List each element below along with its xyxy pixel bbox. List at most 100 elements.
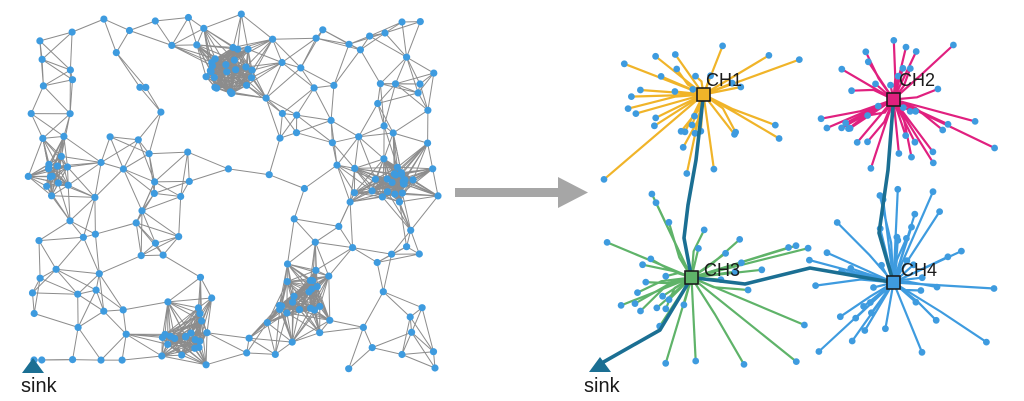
mesh-link — [82, 237, 100, 274]
cluster-link — [655, 202, 693, 278]
sensor-node — [744, 286, 752, 294]
sensor-node — [662, 272, 670, 280]
sensor-node — [196, 337, 204, 345]
mesh-link — [338, 226, 354, 248]
mesh-link — [129, 20, 156, 31]
sensor-node — [359, 323, 367, 331]
mesh-link — [95, 289, 105, 312]
mesh-link — [354, 158, 385, 169]
sensor-node — [895, 150, 903, 157]
sensor-node — [184, 148, 192, 156]
mesh-link — [95, 222, 137, 235]
backbone-link — [877, 97, 896, 285]
mesh-link — [141, 196, 181, 212]
sensor-node — [388, 178, 396, 186]
sensor-node — [657, 73, 665, 80]
sensor-node — [679, 143, 687, 151]
mesh-link — [115, 52, 141, 88]
sensor-node — [202, 361, 210, 369]
mesh-link — [196, 44, 211, 71]
sensor-node — [97, 356, 105, 364]
backbone-link — [598, 275, 694, 366]
mesh-link — [336, 164, 376, 180]
sensor-node — [637, 86, 644, 94]
mesh-link — [162, 236, 180, 256]
mesh-link — [42, 113, 71, 139]
cluster-member-nodes — [600, 37, 998, 368]
mesh-link — [409, 316, 434, 352]
sensor-node — [792, 242, 800, 250]
sensor-node — [345, 365, 353, 373]
mesh-link — [57, 156, 62, 184]
sensor-node — [929, 159, 937, 167]
mesh-link — [110, 136, 139, 141]
mesh-link — [94, 197, 96, 235]
mesh-link — [406, 57, 419, 94]
sensor-node — [203, 329, 211, 337]
sensor-node — [398, 189, 406, 197]
mesh-link — [296, 87, 315, 116]
mesh-link — [251, 69, 267, 99]
sensor-node — [366, 32, 374, 40]
mesh-link — [100, 333, 127, 361]
mesh-link — [171, 44, 197, 46]
cluster-link — [893, 281, 995, 290]
sensor-node — [617, 302, 625, 309]
sensor-node — [312, 266, 320, 274]
sensor-node — [848, 337, 856, 345]
sensor-node — [637, 307, 644, 315]
sensor-node — [653, 304, 661, 312]
sensor-node — [406, 313, 414, 321]
sensor-node — [936, 208, 943, 216]
sensor-node — [307, 304, 315, 312]
mesh-link — [32, 268, 57, 294]
sensor-node — [290, 215, 298, 223]
mesh-link — [137, 111, 162, 141]
sensor-node — [374, 99, 382, 108]
mesh-link — [226, 47, 234, 72]
sensor-node — [899, 64, 907, 72]
sensor-node — [692, 357, 700, 365]
mesh-link — [358, 132, 394, 138]
sensor-node — [278, 109, 286, 118]
sensor-node — [245, 334, 253, 342]
mesh-link — [338, 192, 355, 227]
sensor-node — [707, 72, 714, 80]
mesh-link — [287, 280, 311, 283]
mesh-link — [123, 153, 150, 170]
sensor-node — [91, 193, 99, 201]
sensor-node — [247, 74, 256, 82]
sensor-node — [785, 244, 792, 251]
sensor-node — [691, 129, 699, 137]
sensor-node — [639, 261, 646, 269]
mesh-link — [95, 289, 124, 311]
mesh-link — [282, 87, 315, 114]
mesh-link — [100, 139, 139, 163]
mesh-link — [401, 354, 436, 369]
sensor-node — [168, 41, 176, 50]
mesh-link — [265, 97, 297, 116]
sensor-node — [398, 170, 406, 178]
mesh-link — [382, 254, 393, 292]
sensor-node — [662, 305, 670, 313]
mesh-link — [77, 310, 105, 328]
right-cluster-panel: CH1 CH2 CH3 CH4 sink — [584, 37, 998, 397]
sensor-node — [137, 252, 145, 260]
sensor-node — [929, 188, 937, 196]
sensor-node — [316, 302, 324, 311]
sensor-node — [908, 153, 915, 161]
sensor-node — [719, 42, 726, 50]
sensor-node — [132, 219, 140, 227]
cluster-link — [892, 191, 935, 283]
sensor-node — [775, 135, 783, 142]
cluster-link — [690, 276, 745, 365]
sensor-node — [327, 116, 335, 124]
mesh-link — [352, 247, 378, 263]
cluster-link — [839, 281, 895, 318]
mesh-link — [43, 69, 71, 87]
mesh-link — [125, 333, 163, 357]
mesh-link — [358, 125, 385, 138]
sensor-node — [403, 53, 411, 61]
sensor-node — [771, 121, 779, 129]
mesh-link — [27, 176, 52, 197]
